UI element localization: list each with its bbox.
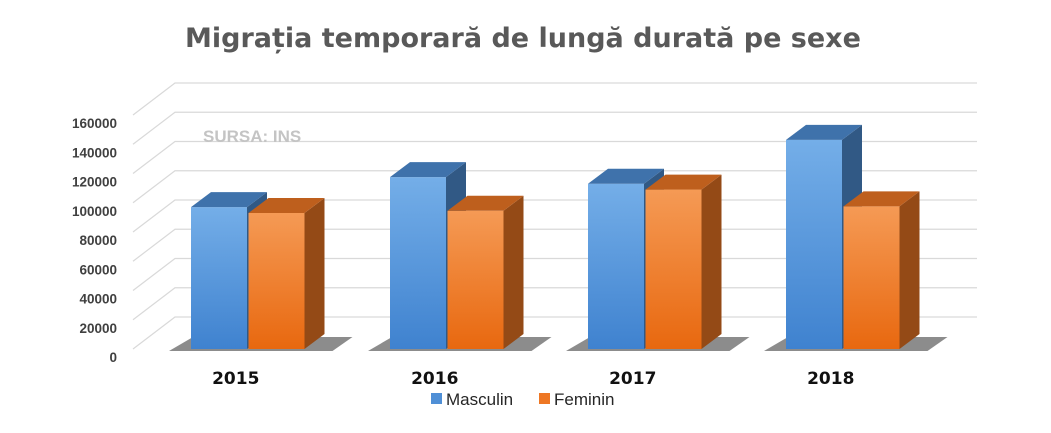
gridline — [132, 140, 977, 174]
bar-front-face — [390, 177, 446, 349]
y-tick-label: 100000 — [72, 204, 117, 219]
legend: Masculin Feminin — [431, 390, 614, 409]
y-tick-label: 40000 — [79, 292, 117, 307]
legend-label: Masculin — [446, 390, 513, 409]
bar-side-face — [701, 174, 722, 349]
y-tick-label: 140000 — [72, 145, 117, 160]
bar-feminin-2016 — [447, 195, 524, 349]
bar-front-face — [645, 189, 702, 349]
gridlines — [132, 82, 977, 350]
bar-top-face — [390, 162, 466, 178]
bar-top-face — [645, 174, 722, 190]
y-tick-label: 0 — [109, 350, 117, 365]
bar-feminin-2018 — [843, 191, 920, 349]
y-tick-label: 20000 — [79, 321, 117, 336]
chart-title: Migrația temporară de lungă durată pe se… — [185, 23, 861, 54]
bar-top-face — [447, 195, 524, 211]
bar-side-face — [503, 195, 524, 349]
x-tick-label: 2017 — [609, 369, 656, 389]
x-tick-label: 2015 — [212, 369, 259, 389]
x-tick-label: 2016 — [411, 369, 458, 389]
bar-front-face — [843, 206, 900, 349]
bar-front-face — [248, 212, 305, 349]
gridline — [132, 170, 977, 204]
bar-top-face — [786, 124, 862, 140]
bar-feminin-2015 — [248, 197, 325, 349]
x-axis-ticks: 2015 2016 2017 2018 — [212, 369, 854, 389]
bar-top-face — [588, 168, 664, 184]
bar-front-face — [191, 207, 247, 349]
gridline — [132, 82, 977, 116]
legend-label: Feminin — [554, 390, 614, 409]
legend-swatch — [431, 393, 442, 404]
y-tick-label: 60000 — [79, 262, 117, 277]
legend-swatch — [539, 393, 550, 404]
bar-front-face — [447, 210, 504, 349]
bar-feminin-2017 — [645, 174, 722, 349]
y-tick-label: 80000 — [79, 233, 117, 248]
y-tick-label: 160000 — [72, 116, 117, 131]
x-tick-label: 2018 — [807, 369, 854, 389]
bar-front-face — [588, 183, 644, 349]
y-tick-label: 120000 — [72, 175, 117, 190]
bars — [169, 124, 948, 351]
y-axis-ticks: 0 20000 40000 60000 80000 100000 120000 140000 1… — [72, 116, 117, 365]
bar-top-face — [843, 191, 920, 207]
bar-top-face — [191, 192, 267, 208]
source-annotation: SURSA: INS — [203, 127, 301, 146]
bar-side-face — [899, 191, 920, 349]
bar-top-face — [248, 197, 325, 213]
bar-front-face — [786, 139, 842, 349]
gridline — [132, 111, 977, 145]
bar-side-face — [304, 197, 325, 349]
